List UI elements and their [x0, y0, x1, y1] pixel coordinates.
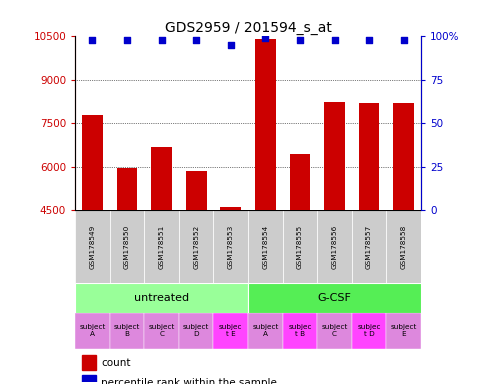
Text: subject
B: subject B	[114, 324, 140, 337]
Bar	[358, 103, 378, 210]
Point	[330, 37, 338, 43]
Point	[89, 37, 96, 43]
Bar	[220, 207, 241, 210]
Bar	[317, 313, 351, 349]
Bar	[179, 210, 213, 283]
Point	[364, 37, 372, 43]
Bar	[75, 313, 109, 349]
Point	[123, 37, 131, 43]
Bar	[109, 210, 144, 283]
Bar	[351, 313, 386, 349]
Text: subject
A: subject A	[79, 324, 106, 337]
Text: subject
D: subject D	[182, 324, 209, 337]
Text: GSM178549: GSM178549	[89, 225, 95, 269]
Text: G-CSF: G-CSF	[317, 293, 351, 303]
Bar	[351, 210, 386, 283]
Text: GSM178550: GSM178550	[124, 225, 130, 269]
Text: subject
C: subject C	[148, 324, 174, 337]
Bar	[75, 210, 109, 283]
Point	[399, 37, 407, 43]
Text: GSM178556: GSM178556	[331, 225, 337, 269]
Bar	[82, 115, 103, 210]
Text: percentile rank within the sample: percentile rank within the sample	[101, 378, 276, 384]
Bar	[282, 210, 317, 283]
Bar	[323, 102, 344, 210]
Point	[157, 37, 165, 43]
Text: GSM178554: GSM178554	[262, 225, 268, 269]
Text: count: count	[101, 358, 130, 368]
Bar	[393, 103, 413, 210]
Text: subject
A: subject A	[252, 324, 278, 337]
Text: GSM178558: GSM178558	[400, 225, 406, 269]
Bar	[75, 283, 247, 313]
Bar	[282, 313, 317, 349]
Point	[295, 37, 303, 43]
Bar	[255, 40, 275, 210]
Text: GSM178551: GSM178551	[158, 225, 164, 269]
Text: GSM178555: GSM178555	[296, 225, 302, 269]
Bar	[82, 355, 96, 371]
Bar	[144, 313, 179, 349]
Bar	[386, 210, 420, 283]
Bar	[179, 313, 213, 349]
Bar	[213, 313, 247, 349]
Bar	[317, 210, 351, 283]
Text: untreated: untreated	[134, 293, 189, 303]
Text: subject
C: subject C	[321, 324, 347, 337]
Text: GSM178553: GSM178553	[227, 225, 233, 269]
Text: subjec
t D: subjec t D	[357, 324, 380, 337]
Text: subjec
t E: subjec t E	[219, 324, 242, 337]
Point	[192, 37, 200, 43]
Bar	[109, 313, 144, 349]
Bar	[151, 147, 172, 210]
Text: GSM178552: GSM178552	[193, 225, 199, 269]
Text: GSM178557: GSM178557	[365, 225, 371, 269]
Bar	[289, 154, 310, 210]
Bar	[185, 171, 206, 210]
Bar	[247, 283, 420, 313]
Bar	[247, 313, 282, 349]
Text: subject
E: subject E	[390, 324, 416, 337]
Bar	[213, 210, 247, 283]
Bar	[144, 210, 179, 283]
Point	[261, 35, 269, 41]
Bar	[82, 376, 96, 384]
Bar	[117, 168, 137, 210]
Title: GDS2959 / 201594_s_at: GDS2959 / 201594_s_at	[164, 22, 331, 35]
Bar	[247, 210, 282, 283]
Bar	[386, 313, 420, 349]
Text: subjec
t B: subjec t B	[287, 324, 311, 337]
Point	[227, 42, 234, 48]
